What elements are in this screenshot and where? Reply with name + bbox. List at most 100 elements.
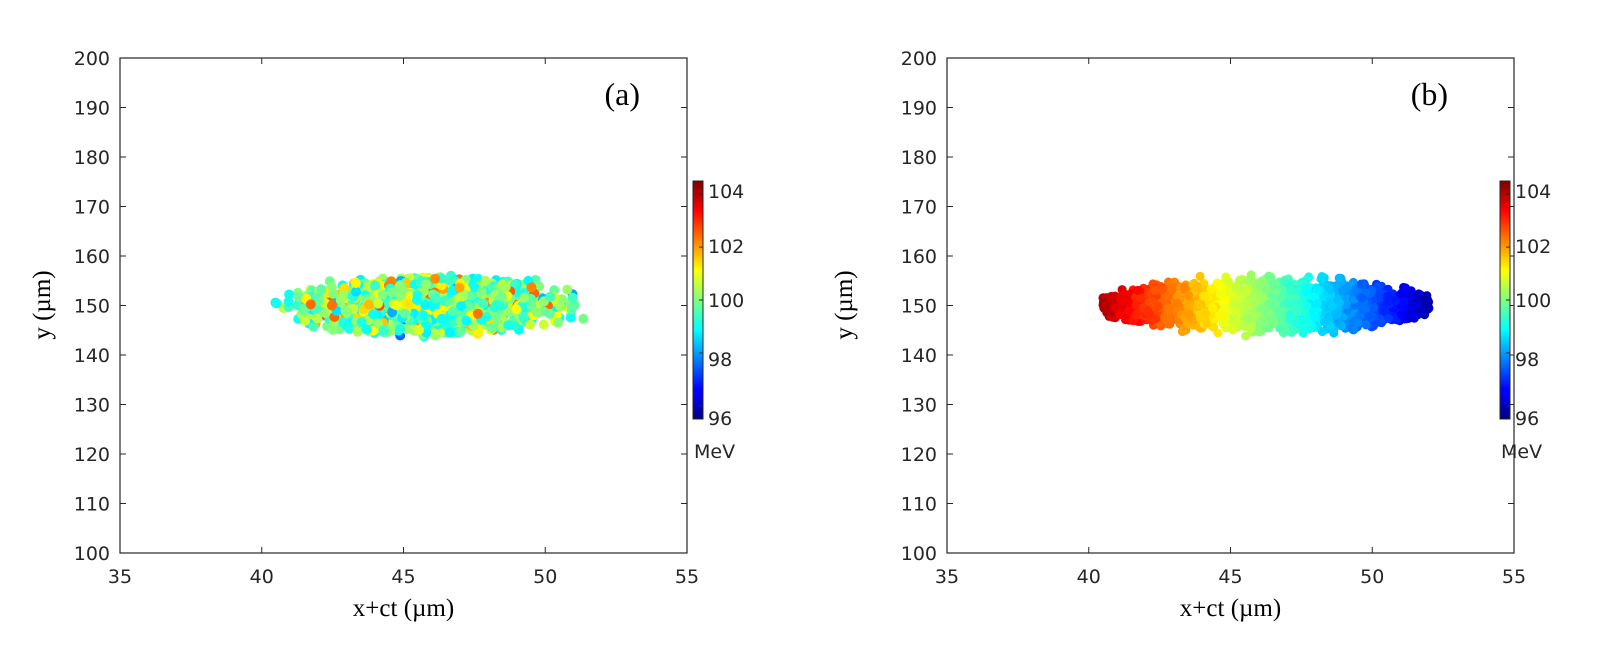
y-tick-label: 100 — [74, 543, 110, 565]
scatter-point — [1241, 331, 1251, 341]
scatter-point — [1264, 308, 1274, 318]
scatter-point — [1384, 314, 1394, 323]
x-tick-label: 35 — [935, 566, 959, 588]
scatter-point — [1143, 306, 1152, 316]
scatter-point — [418, 310, 429, 321]
colorbar-tick-label: 96 — [1515, 408, 1539, 430]
scatter-point — [395, 324, 406, 335]
panel-b-y-axis-title: y (µm) — [831, 270, 858, 339]
colorbar-tick-label: 104 — [1515, 181, 1551, 203]
y-tick-label: 130 — [74, 395, 110, 417]
y-tick-label: 130 — [901, 395, 937, 417]
y-tick-label: 160 — [901, 246, 937, 268]
scatter-point — [1331, 308, 1340, 318]
scatter-point — [1316, 274, 1326, 284]
scatter-point — [552, 317, 563, 328]
scatter-point — [350, 277, 361, 288]
scatter-point — [1130, 310, 1140, 320]
scatter-point — [486, 322, 497, 333]
panel-a-colorbar: 96 98 100 102 104 MeV — [692, 180, 744, 463]
scatter-point — [448, 306, 458, 317]
scatter-point — [1357, 293, 1367, 303]
scatter-point — [1324, 282, 1333, 292]
scatter-point — [478, 298, 489, 309]
scatter-point — [526, 282, 537, 293]
scatter-point — [1327, 301, 1337, 311]
scatter-point — [555, 301, 566, 312]
scatter-point — [1342, 294, 1352, 304]
scatter-point — [1276, 317, 1286, 327]
scatter-point — [1192, 282, 1202, 292]
scatter-point — [1364, 310, 1374, 320]
scatter-point — [414, 325, 424, 335]
x-tick-label: 45 — [1218, 566, 1242, 588]
scatter-point — [363, 299, 374, 310]
scatter-point — [1348, 325, 1358, 335]
scatter-point — [1343, 282, 1353, 292]
scatter-point — [368, 309, 379, 320]
scatter-point — [1334, 273, 1344, 283]
scatter-point — [1284, 278, 1294, 288]
panel-b-x-axis-title: x+ct (µm) — [1180, 595, 1281, 622]
scatter-point — [534, 281, 545, 292]
panel-a-y-tick-labels: 100 110 120 130 140 150 160 170 180 190 … — [74, 48, 110, 565]
scatter-point — [1101, 301, 1111, 311]
scatter-point — [436, 313, 447, 324]
scatter-point — [1244, 313, 1254, 323]
colorbar-tick-label: 100 — [708, 290, 744, 312]
scatter-point — [1361, 320, 1371, 330]
scatter-point — [480, 275, 491, 286]
scatter-point — [1396, 310, 1406, 320]
scatter-point — [1301, 323, 1311, 333]
scatter-point — [1165, 304, 1174, 314]
scatter-point — [378, 325, 389, 336]
scatter-point — [431, 293, 441, 304]
panel-b-x-tick-labels: 35 40 45 50 55 — [935, 566, 1526, 588]
y-tick-label: 110 — [74, 494, 110, 516]
scatter-point — [1312, 299, 1322, 308]
scatter-point — [1201, 291, 1210, 301]
scatter-point — [300, 315, 311, 326]
scatter-point — [1201, 309, 1210, 319]
scatter-point — [456, 301, 466, 312]
y-tick-label: 190 — [74, 98, 110, 120]
scatter-point — [511, 304, 522, 315]
scatter-point — [298, 305, 309, 316]
y-tick-label: 120 — [74, 444, 110, 466]
scatter-point — [562, 284, 573, 295]
scatter-point — [1148, 297, 1158, 307]
scatter-point — [1281, 326, 1291, 336]
scatter-point — [1276, 293, 1286, 303]
scatter-point — [1398, 302, 1408, 312]
scatter-point — [1261, 319, 1271, 329]
scatter-point — [565, 312, 576, 323]
scatter-point — [316, 284, 327, 295]
scatter-point — [338, 290, 349, 301]
scatter-point — [283, 296, 294, 307]
scatter-point — [1184, 291, 1194, 300]
scatter-point — [489, 302, 500, 313]
scatter-point — [1184, 309, 1194, 319]
y-tick-label: 150 — [901, 296, 937, 318]
scatter-point — [1157, 284, 1167, 294]
scatter-point — [545, 291, 556, 302]
panel-a: 35 40 45 50 55 100 110 120 130 140 150 1… — [29, 48, 744, 622]
scatter-point — [1245, 323, 1255, 333]
x-tick-label: 55 — [675, 566, 699, 588]
scatter-point — [1195, 271, 1205, 281]
scatter-point — [472, 308, 483, 319]
scatter-point — [1308, 307, 1318, 317]
scatter-point — [1167, 283, 1176, 293]
scatter-point — [308, 321, 319, 332]
scatter-point — [519, 292, 529, 303]
scatter-point — [454, 282, 465, 293]
scatter-point — [341, 321, 352, 332]
scatter-point — [1391, 296, 1401, 306]
scatter-point — [1242, 287, 1252, 297]
scatter-point — [284, 289, 295, 300]
scatter-point — [1231, 282, 1241, 292]
scatter-point — [1202, 318, 1212, 328]
y-tick-label: 150 — [74, 296, 110, 318]
scatter-point — [421, 279, 432, 290]
scatter-point — [327, 324, 338, 335]
